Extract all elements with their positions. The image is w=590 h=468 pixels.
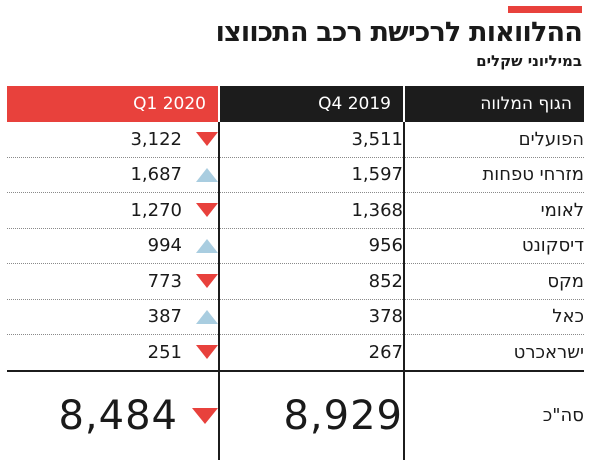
table-body: 3,122 3,511 הפועלים 1,687 1,597 מזרחי טפחות 1,… bbox=[7, 122, 584, 460]
cell-q1-2020: 251 bbox=[7, 334, 219, 371]
total-label: סה"כ bbox=[403, 369, 584, 460]
accent-bar bbox=[508, 6, 582, 13]
lender-name: לאומי bbox=[403, 192, 584, 229]
table-row: 387 378 כאל bbox=[7, 299, 584, 335]
lender-name: מזרחי טפחות bbox=[403, 157, 584, 193]
q1-2020-value: 1,687 bbox=[130, 164, 182, 186]
q4-2019-value: 378 bbox=[218, 299, 404, 335]
q4-2019-value: 956 bbox=[218, 228, 404, 264]
q1-value-group: 994 bbox=[148, 235, 218, 256]
q4-2019-value: 1,597 bbox=[218, 157, 404, 193]
lender-name: הפועלים bbox=[403, 122, 584, 158]
lender-name: דיסקונט bbox=[403, 228, 584, 264]
q1-value-group: 3,122 bbox=[130, 129, 218, 150]
lender-name: ישראכרט bbox=[403, 334, 584, 371]
q1-value-group: 387 bbox=[148, 306, 218, 327]
header-row: Q1 2020 Q4 2019 הגוף המלווה bbox=[7, 86, 584, 122]
q1-value-group: 773 bbox=[148, 271, 218, 292]
cell-q1-2020: 994 bbox=[7, 228, 219, 264]
table-row: 3,122 3,511 הפועלים bbox=[7, 122, 584, 158]
q4-2019-value: 1,368 bbox=[218, 192, 404, 229]
cell-q1-2020: 3,122 bbox=[7, 122, 219, 158]
data-table: Q1 2020 Q4 2019 הגוף המלווה 3,122 3,511 הפ… bbox=[7, 86, 584, 460]
chart-title: ההלוואות לרכישת רכב התכווצו bbox=[215, 17, 583, 48]
column-header-q1-2020: Q1 2020 bbox=[7, 86, 219, 122]
chart-subtitle: במיליוני שקלים bbox=[476, 52, 582, 70]
q4-2019-value: 852 bbox=[218, 263, 404, 300]
q1-value-group: 8,484 bbox=[58, 393, 218, 439]
q1-value-group: 1,270 bbox=[130, 200, 218, 221]
cell-q1-2020: 1,687 bbox=[7, 157, 219, 193]
trend-up-icon bbox=[196, 238, 218, 253]
table-row: 251 267 ישראכרט bbox=[7, 334, 584, 371]
q4-2019-value: 267 bbox=[218, 334, 404, 371]
total-row: 8,484 8,929 סה"כ bbox=[7, 369, 584, 460]
trend-down-icon bbox=[196, 345, 218, 360]
cell-q1-2020: 8,484 bbox=[7, 369, 219, 460]
column-header-q4-2019: Q4 2019 bbox=[218, 86, 404, 122]
cell-q1-2020: 1,270 bbox=[7, 192, 219, 229]
q1-2020-value: 8,484 bbox=[58, 392, 178, 439]
cell-q1-2020: 387 bbox=[7, 299, 219, 335]
q1-2020-value: 387 bbox=[147, 306, 182, 328]
cell-q1-2020: 773 bbox=[7, 263, 219, 300]
q1-2020-value: 1,270 bbox=[130, 199, 182, 221]
table-row: 1,270 1,368 לאומי bbox=[7, 192, 584, 229]
table-row: 773 852 מקס bbox=[7, 263, 584, 300]
table-row: 1,687 1,597 מזרחי טפחות bbox=[7, 157, 584, 193]
q1-value-group: 251 bbox=[148, 342, 218, 363]
q4-2019-value: 8,929 bbox=[218, 369, 404, 460]
lender-name: מקס bbox=[403, 263, 584, 300]
trend-down-icon bbox=[196, 203, 218, 218]
q1-value-group: 1,687 bbox=[130, 164, 218, 185]
trend-down-icon bbox=[192, 407, 218, 424]
q1-2020-value: 251 bbox=[147, 341, 182, 363]
q1-2020-value: 994 bbox=[147, 235, 182, 257]
trend-up-icon bbox=[196, 167, 218, 182]
column-header-lender: הגוף המלווה bbox=[403, 86, 584, 122]
trend-up-icon bbox=[196, 309, 218, 324]
table-row: 994 956 דיסקונט bbox=[7, 228, 584, 264]
lender-name: כאל bbox=[403, 299, 584, 335]
q1-2020-value: 773 bbox=[147, 270, 182, 292]
q4-2019-value: 3,511 bbox=[218, 122, 404, 158]
q1-2020-value: 3,122 bbox=[130, 128, 182, 150]
trend-down-icon bbox=[196, 132, 218, 147]
trend-down-icon bbox=[196, 274, 218, 289]
